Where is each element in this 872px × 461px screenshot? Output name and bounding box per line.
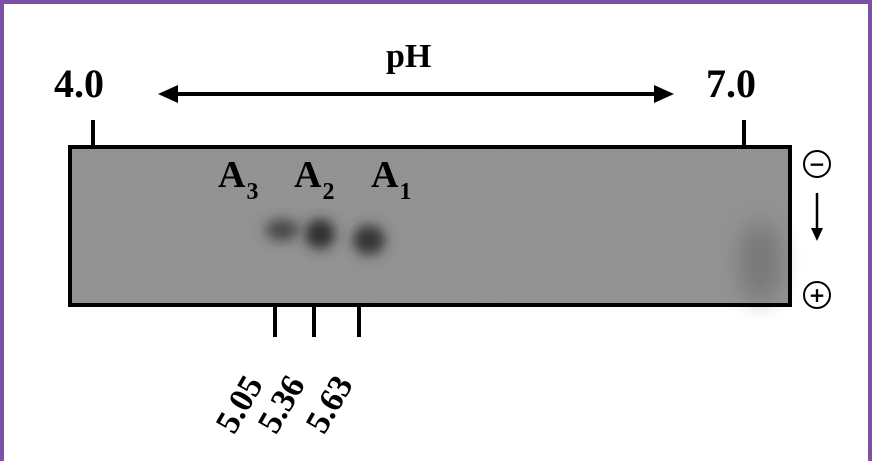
anode-plus-icon: + <box>803 281 831 309</box>
band-a1-spot <box>353 225 385 255</box>
ph-axis-title: pH <box>386 38 432 75</box>
double-headed-arrow-icon <box>158 85 674 103</box>
ph-low-label: 4.0 <box>54 61 104 106</box>
band-a2-spot <box>305 219 335 249</box>
down-arrow-icon <box>811 193 823 241</box>
band-a3-spot <box>265 219 299 241</box>
ph-high-label: 7.0 <box>706 61 756 106</box>
band-label-a2: A2 <box>294 154 335 205</box>
band-label-a3: A3 <box>218 154 259 205</box>
band-label-a1: A1 <box>371 154 412 205</box>
cathode-minus-icon: − <box>803 150 831 178</box>
gel-strip <box>68 145 792 307</box>
